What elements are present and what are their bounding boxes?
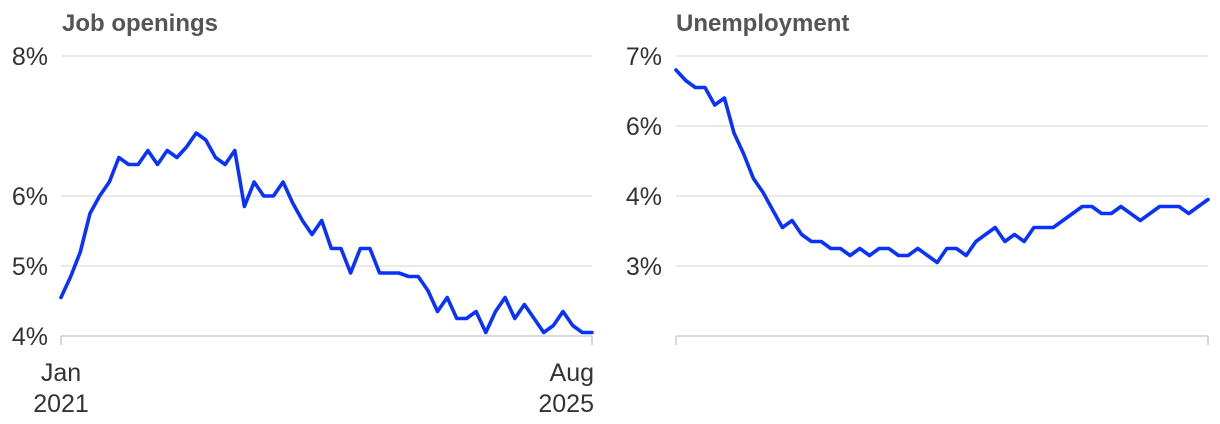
y-tick-label: 5%	[12, 253, 48, 281]
chart-panel-1: Unemployment 7% 6% 4% 3%	[626, 10, 1210, 345]
y-tick-label: 3%	[626, 253, 662, 281]
y-tick-label: 4%	[12, 323, 48, 351]
y-tick-label: 7%	[626, 43, 662, 71]
series-line	[674, 68, 1210, 265]
y-tick-label: 4%	[626, 183, 662, 211]
series-line	[59, 131, 594, 335]
chart-title: Unemployment	[676, 10, 849, 37]
x-tick-label-month: Jan	[41, 359, 81, 387]
x-tick-label-month: Aug	[550, 359, 594, 387]
y-tick-label: 6%	[12, 183, 48, 211]
chart-title: Job openings	[62, 10, 218, 37]
x-tick-label-year: 2021	[33, 390, 89, 418]
y-tick-label: 8%	[12, 43, 48, 71]
y-tick-label: 6%	[626, 113, 662, 141]
chart-panel-0: Job openings 8% 6% 5% 4% Jan 2021 Aug 2025	[12, 10, 594, 418]
x-tick-label-year: 2025	[538, 390, 594, 418]
